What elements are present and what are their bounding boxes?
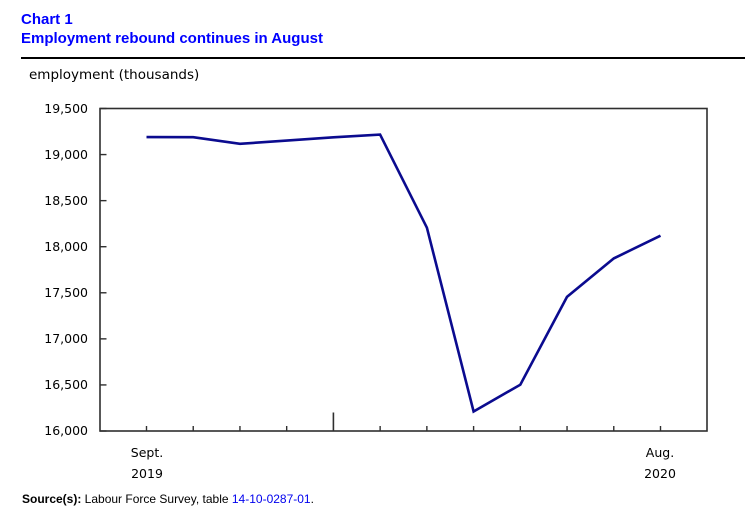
y-axis-tick-label: 19,000	[44, 146, 88, 162]
source-text: Labour Force Survey, table	[81, 492, 232, 506]
source-line: Source(s): Labour Force Survey, table 14…	[22, 492, 314, 506]
source-table-link[interactable]: 14-10-0287-01	[231, 492, 311, 506]
x-axis-label-first-year: 2019	[131, 465, 163, 481]
chart-number: Chart 1	[21, 11, 73, 28]
x-axis-label-last-year: 2020	[644, 465, 676, 481]
x-axis-label-first-month: Sept.	[130, 445, 164, 460]
x-axis-label-last-month: Aug.	[645, 445, 675, 460]
chart-title: Employment rebound continues in August	[21, 30, 323, 47]
source-text-period: .	[310, 492, 314, 506]
y-axis-title: employment (thousands)	[29, 67, 200, 83]
y-axis-tick-label: 17,000	[44, 330, 88, 346]
y-axis-tick-label: 18,000	[44, 238, 88, 254]
x-axis-label-first: Sept. 2019	[102, 443, 192, 484]
y-axis-tick-label: 16,000	[44, 423, 88, 438]
employment-line-series	[146, 133, 662, 414]
y-axis-tick-label: 18,500	[44, 192, 88, 208]
source-label: Source(s):	[22, 492, 82, 506]
x-axis-label-last: Aug. 2020	[615, 443, 705, 484]
title-divider	[21, 57, 745, 59]
plot-frame	[99, 107, 708, 432]
y-axis-tick-label: 17,500	[44, 284, 88, 300]
chart-title-block: Chart 1 Employment rebound continues in …	[21, 10, 323, 48]
axis-ticks	[100, 107, 662, 432]
y-axis-tick-label: 19,500	[44, 100, 88, 116]
y-axis-tick-label: 16,500	[44, 376, 88, 392]
